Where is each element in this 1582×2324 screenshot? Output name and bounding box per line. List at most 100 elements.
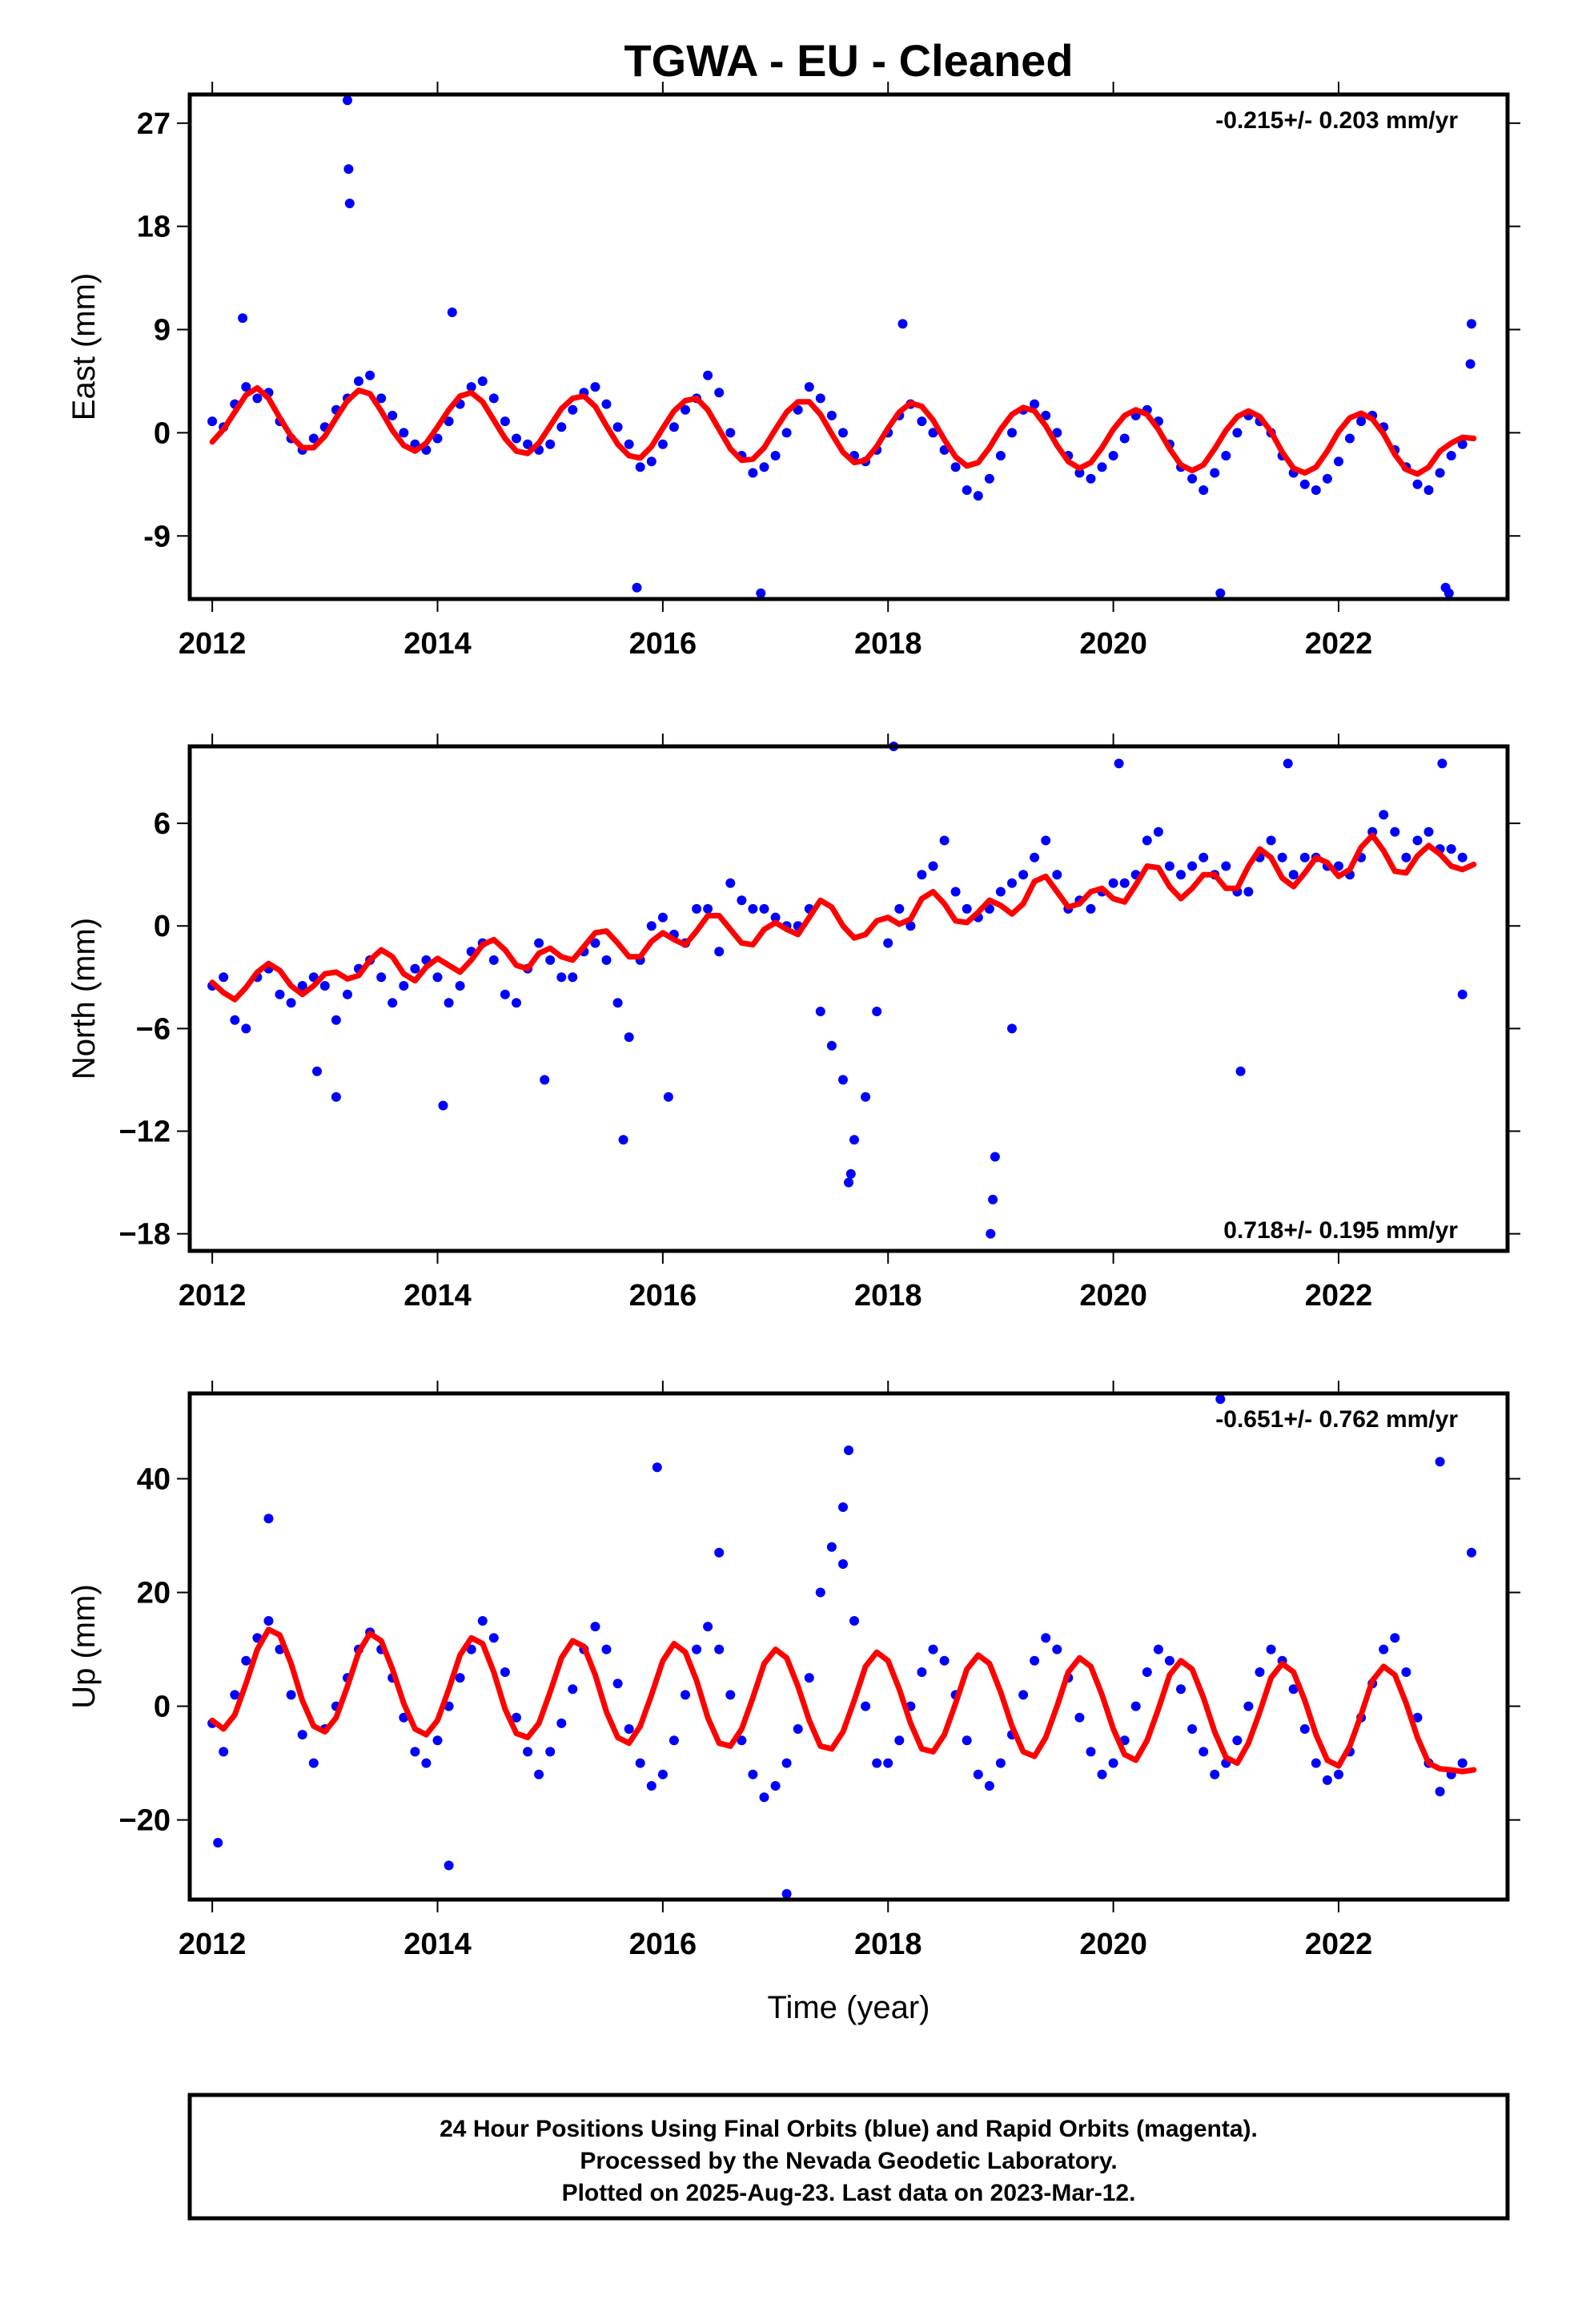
east-data-point xyxy=(238,313,248,324)
east-data-point xyxy=(477,376,488,386)
east-data-point xyxy=(399,428,409,438)
north-data-point xyxy=(618,1135,628,1145)
east-data-point xyxy=(432,433,443,444)
up-data-point xyxy=(1030,1655,1040,1666)
north-x-tick-label: 2014 xyxy=(404,1279,472,1313)
north-rate-label: 0.718+/- 0.195 mm/yr xyxy=(1223,1217,1458,1244)
east-data-point xyxy=(1187,473,1198,484)
east-y-tick-label: 0 xyxy=(154,416,171,450)
north-data-point xyxy=(962,903,972,914)
north-data-point xyxy=(387,998,398,1008)
up-x-tick-label: 2012 xyxy=(179,1928,247,1961)
north-data-point xyxy=(770,912,781,923)
up-data-point xyxy=(213,1838,223,1848)
north-data-point xyxy=(455,981,465,991)
up-data-point xyxy=(1266,1644,1276,1655)
east-data-point xyxy=(681,404,690,415)
north-plot-frame xyxy=(187,744,1510,1253)
east-y-tick-label: 27 xyxy=(137,107,171,141)
north-data-point xyxy=(1199,852,1209,862)
up-fit-line xyxy=(209,1626,1477,1775)
up-data-point xyxy=(646,1781,656,1791)
east-data-point xyxy=(488,393,499,404)
north-data-point xyxy=(714,947,725,957)
east-y-tick-label: -9 xyxy=(143,520,171,553)
east-data-point xyxy=(1465,359,1476,369)
up-data-point xyxy=(872,1758,882,1768)
up-data-point xyxy=(725,1690,736,1700)
north-y-tick-label: −6 xyxy=(136,1012,171,1046)
north-data-point xyxy=(995,887,1006,897)
north-data-point xyxy=(568,972,578,983)
north-data-point xyxy=(849,1135,859,1145)
north-data-point xyxy=(845,1168,856,1179)
east-y-tick-label: 9 xyxy=(154,314,171,348)
east-data-point xyxy=(466,382,476,392)
north-data-point xyxy=(1114,758,1124,769)
east-data-point xyxy=(1108,451,1118,460)
north-data-point xyxy=(1277,852,1287,862)
north-y-tick-label: −12 xyxy=(119,1116,171,1149)
north-data-point xyxy=(1379,810,1389,820)
north-x-tick-label: 2020 xyxy=(1079,1279,1147,1313)
up-data-point xyxy=(692,1644,702,1655)
east-data-point xyxy=(928,428,938,438)
east-data-point xyxy=(756,588,766,598)
up-data-point xyxy=(263,1514,274,1524)
north-data-point xyxy=(1334,861,1343,871)
up-data-point xyxy=(512,1712,521,1723)
east-data-point xyxy=(635,462,645,472)
east-data-point xyxy=(241,382,251,392)
east-data-point xyxy=(759,462,769,472)
north-data-point xyxy=(939,835,950,846)
up-data-point xyxy=(1142,1667,1152,1677)
north-data-point xyxy=(438,1100,448,1111)
up-data-point xyxy=(421,1758,432,1768)
north-data-point xyxy=(646,921,656,931)
east-data-point xyxy=(590,382,600,392)
up-y-tick-label: −20 xyxy=(119,1804,171,1838)
up-y-axis-label: Up (mm) xyxy=(66,1584,102,1709)
north-data-point xyxy=(703,903,713,914)
north-data-point xyxy=(376,972,387,983)
east-data-point xyxy=(815,393,825,404)
east-points xyxy=(207,95,1476,598)
north-data-point xyxy=(1142,835,1152,846)
up-points xyxy=(207,1394,1476,1899)
up-data-point xyxy=(1311,1758,1321,1768)
east-ticks: 2012 2014 2016 2018 2020 2022 27 18 9 0 -9 xyxy=(137,82,1520,661)
east-data-point xyxy=(725,428,736,438)
east-data-point xyxy=(207,416,218,427)
up-data-point xyxy=(770,1781,781,1791)
east-data-point xyxy=(1030,399,1040,409)
east-data-point xyxy=(444,416,454,427)
north-data-point xyxy=(759,903,769,914)
up-data-point xyxy=(849,1616,859,1626)
north-data-point xyxy=(894,903,905,914)
up-data-point xyxy=(1052,1644,1062,1655)
up-data-point xyxy=(1334,1769,1343,1779)
north-data-point xyxy=(512,998,521,1008)
north-data-point xyxy=(1437,758,1447,769)
north-data-point xyxy=(1446,844,1456,854)
east-x-tick-label: 2012 xyxy=(179,627,247,661)
east-data-point xyxy=(343,95,352,106)
up-data-point xyxy=(1412,1712,1423,1723)
north-fit-line xyxy=(209,832,1477,1003)
east-data-point xyxy=(1467,319,1476,329)
north-y-tick-label: −18 xyxy=(119,1218,171,1252)
north-data-point xyxy=(692,903,702,914)
north-data-point xyxy=(1299,852,1310,862)
east-data-point xyxy=(984,473,994,484)
up-data-point xyxy=(1299,1724,1310,1734)
footer-line-2: Processed by the Nevada Geodetic Laborat… xyxy=(580,2148,1117,2174)
north-data-point xyxy=(399,981,409,991)
chart-title: TGWA - EU - Cleaned xyxy=(624,35,1073,86)
north-data-point xyxy=(331,1092,341,1102)
north-data-point xyxy=(1243,887,1254,897)
up-data-point xyxy=(652,1462,662,1473)
up-data-point xyxy=(748,1769,758,1779)
up-data-point xyxy=(1187,1724,1198,1734)
up-data-point xyxy=(928,1644,938,1655)
